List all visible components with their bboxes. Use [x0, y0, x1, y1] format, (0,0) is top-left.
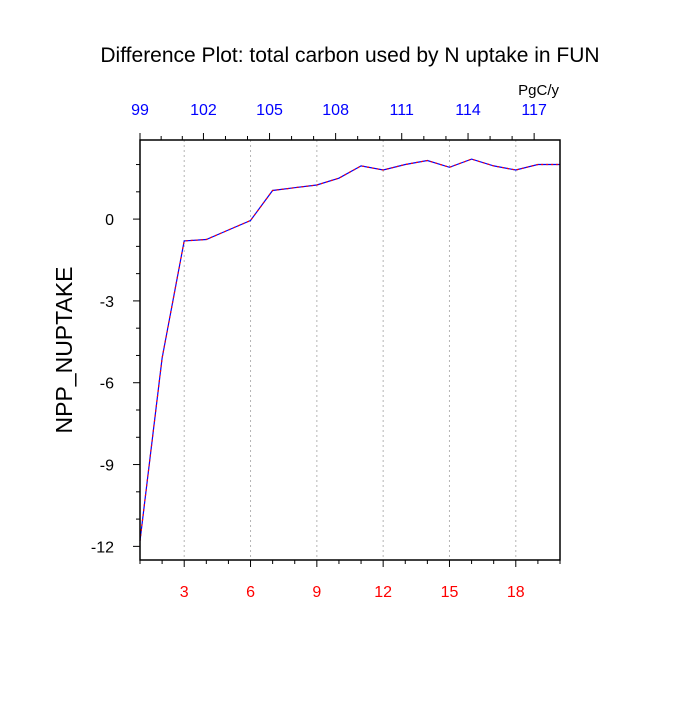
x-tick-label: 3	[180, 584, 189, 601]
y-tick-label: -3	[100, 294, 114, 311]
axis-ticks: 3 6 9 12 15 18 0 -3 -6 -9 -12 99 102 105 108 111 114 117	[91, 102, 561, 601]
series-line	[139, 158, 560, 541]
top-tick-label: 117	[521, 102, 547, 119]
x-tick-label: 15	[441, 584, 459, 601]
top-tick-label: 102	[190, 102, 217, 119]
top-tick-label: 105	[256, 102, 283, 119]
x-tick-label: 9	[312, 584, 321, 601]
y-tick-label: -9	[100, 458, 114, 475]
y-axis-label: NPP_NUPTAKE	[51, 266, 77, 433]
top-tick-label: 111	[390, 102, 414, 119]
y-tick-label: 0	[105, 212, 114, 229]
units-label: PgC/y	[518, 82, 559, 99]
top-tick-label: 99	[131, 102, 149, 119]
chart-title: Difference Plot: total carbon used by N …	[100, 44, 599, 67]
plot-frame	[139, 139, 561, 561]
top-tick-label: 108	[322, 102, 349, 119]
x-tick-label: 6	[246, 584, 255, 601]
series-line-overlay	[139, 158, 560, 541]
x-tick-label: 18	[507, 584, 525, 601]
top-tick-label: 114	[455, 102, 481, 119]
y-tick-label: -6	[100, 376, 114, 393]
grid-lines	[183, 140, 517, 560]
x-tick-label: 12	[374, 584, 392, 601]
data-series	[139, 158, 560, 541]
y-tick-label: -12	[91, 539, 114, 556]
